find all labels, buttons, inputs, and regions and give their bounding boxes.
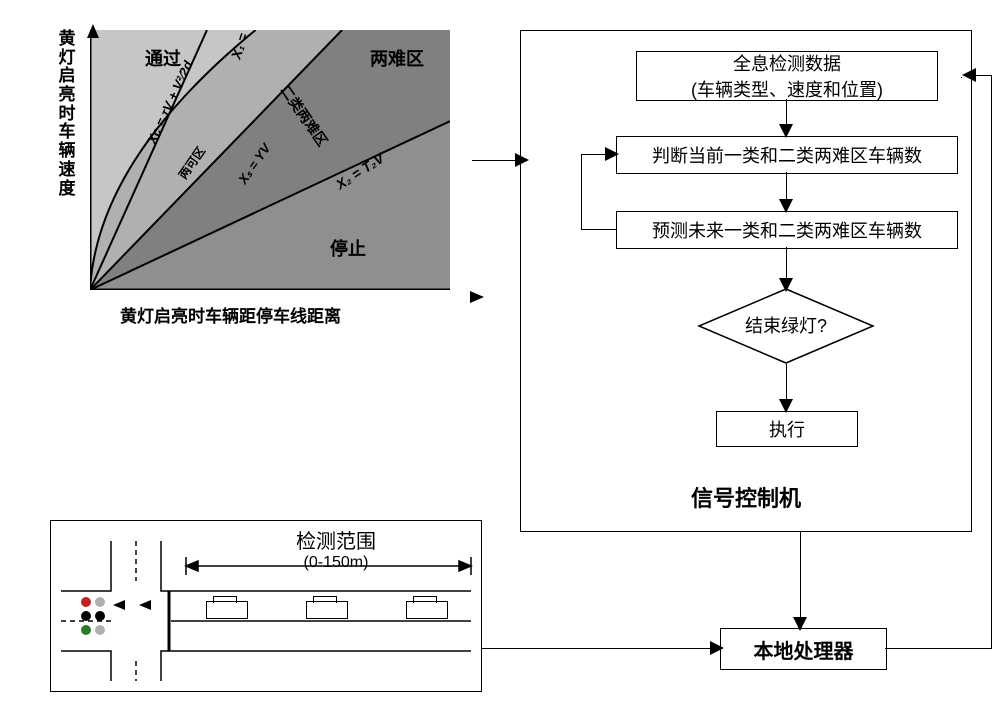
traffic-light-dot [81,597,91,607]
arrowhead-down-icon [779,199,793,213]
arrowhead-down-icon [779,399,793,413]
signal-controller-flowchart: 全息检测数据 (车辆类型、速度和位置) 判断当前一类和二类两难区车辆数 预测未来… [520,30,972,532]
connector-processor-feedback [885,648,992,649]
traffic-light-dot [95,597,105,607]
flowchart-title: 信号控制机 [521,481,971,513]
vehicle-icon [306,601,348,619]
arrowhead-left-icon [962,68,976,82]
connector-chart-to-flow [472,160,520,161]
svg-text:通过: 通过 [145,48,181,69]
chart-y-axis-label: 黄灯启亮时车辆速度 [56,30,78,198]
svg-text:停止: 停止 [330,238,366,259]
detection-range-label: 检测范围 (0-150m) [251,525,421,572]
flowchart-box1-line1: 全息检测数据 [733,50,841,76]
arrowhead-down-icon [779,278,793,292]
flowchart-box-execute: 执行 [716,411,858,447]
flowchart-box-judge-current: 判断当前一类和二类两难区车辆数 [616,136,958,174]
flowchart-box-predict-future: 预测未来一类和二类两难区车辆数 [616,211,958,249]
vehicle-icon [206,601,248,619]
decision-label: 结束绿灯? [745,316,827,336]
traffic-light-dot [95,625,105,635]
vehicle-icon [406,601,448,619]
local-processor-box: 本地处理器 [720,628,887,670]
dilemma-zone-chart: 黄灯启亮时车辆速度 通过 停止 [60,30,465,290]
flow-arrow [581,154,582,229]
flow-arrow [581,229,616,230]
svg-text:两难区: 两难区 [370,48,424,69]
arrowhead-right-icon [605,147,619,161]
chart-x-axis-label: 黄灯启亮时车辆距停车线距离 [120,302,341,327]
traffic-light-dot [81,625,91,635]
traffic-light-dot [95,611,105,621]
flowchart-box1-line2: (车辆类型、速度和位置) [691,76,883,102]
chart-svg: 通过 停止 两难区 二类两难区 两可区 X₁ = T₁V Xc = τV + V… [90,30,470,290]
intersection-schematic: 检测范围 (0-150m) [50,520,482,692]
x-axis-arrow [470,288,484,306]
flow-arrow [786,364,787,404]
flowchart-box-sensor-data: 全息检测数据 (车辆类型、速度和位置) [636,51,938,101]
flowchart-decision-end-green: 结束绿灯? [696,286,876,366]
arrowhead-down-icon [779,124,793,138]
detection-range-title: 检测范围 [251,525,421,554]
traffic-light-dot [81,611,91,621]
connector-road-to-processor [482,648,717,649]
connector-flow-to-processor [800,532,801,627]
y-axis-arrow [84,24,102,38]
detection-range-sub: (0-150m) [251,554,421,572]
connector-processor-feedback [991,75,992,648]
